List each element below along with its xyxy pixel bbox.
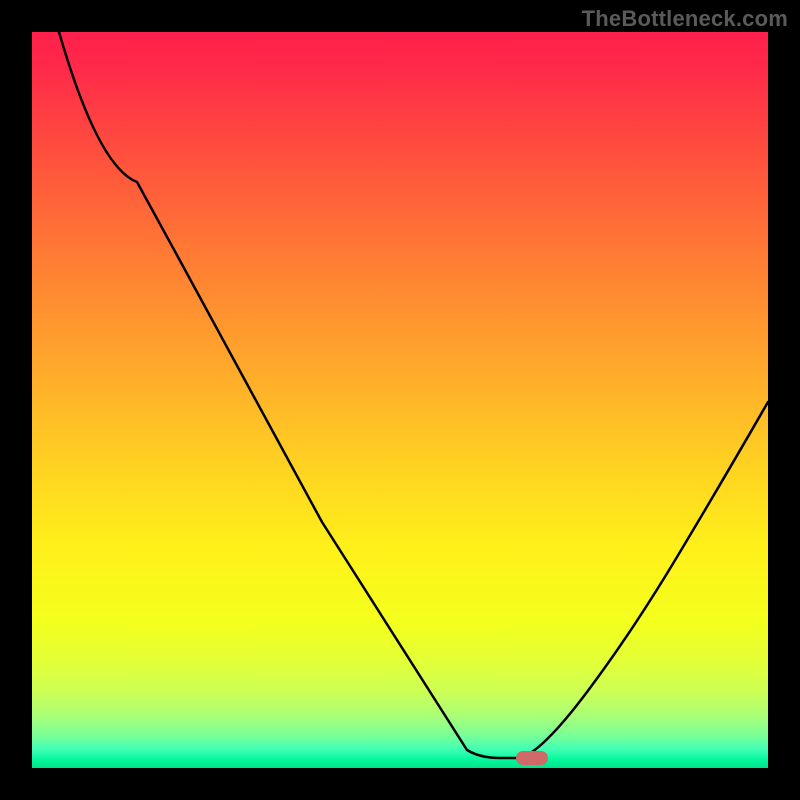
optimum-marker xyxy=(516,751,548,765)
plot-svg xyxy=(32,32,768,768)
gradient-rect xyxy=(32,32,768,768)
plot-area xyxy=(32,32,768,768)
chart-frame: TheBottleneck.com xyxy=(0,0,800,800)
watermark-text: TheBottleneck.com xyxy=(582,6,788,32)
